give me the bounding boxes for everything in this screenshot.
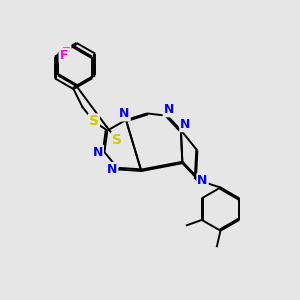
- Text: N: N: [164, 103, 174, 116]
- Text: F: F: [59, 49, 68, 62]
- Text: F: F: [62, 46, 70, 59]
- Text: N: N: [180, 118, 190, 131]
- Text: N: N: [119, 107, 130, 121]
- Text: S: S: [112, 133, 122, 146]
- Text: S: S: [89, 115, 99, 128]
- Text: N: N: [93, 146, 103, 159]
- Text: N: N: [197, 174, 208, 187]
- Text: N: N: [107, 163, 117, 176]
